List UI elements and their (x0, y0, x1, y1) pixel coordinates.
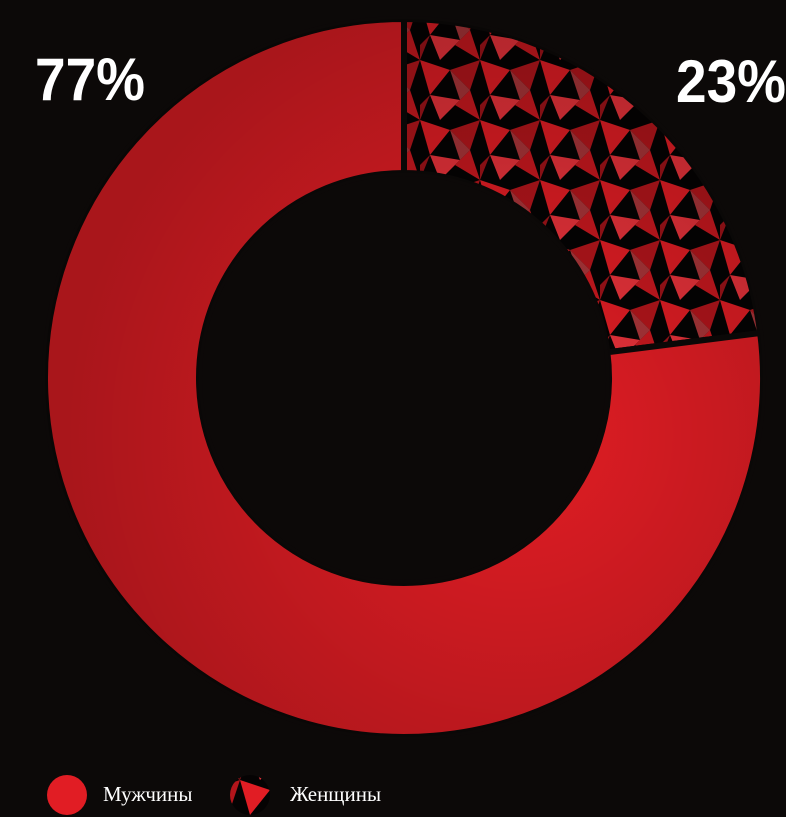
value-label: 23% (676, 48, 786, 115)
value-label: 77% (35, 46, 145, 113)
legend-label: Женщины (290, 782, 381, 806)
shade (45, 19, 763, 737)
legend-swatch (47, 775, 87, 815)
legend-swatch (230, 775, 270, 815)
legend-label: Мужчины (103, 782, 193, 806)
